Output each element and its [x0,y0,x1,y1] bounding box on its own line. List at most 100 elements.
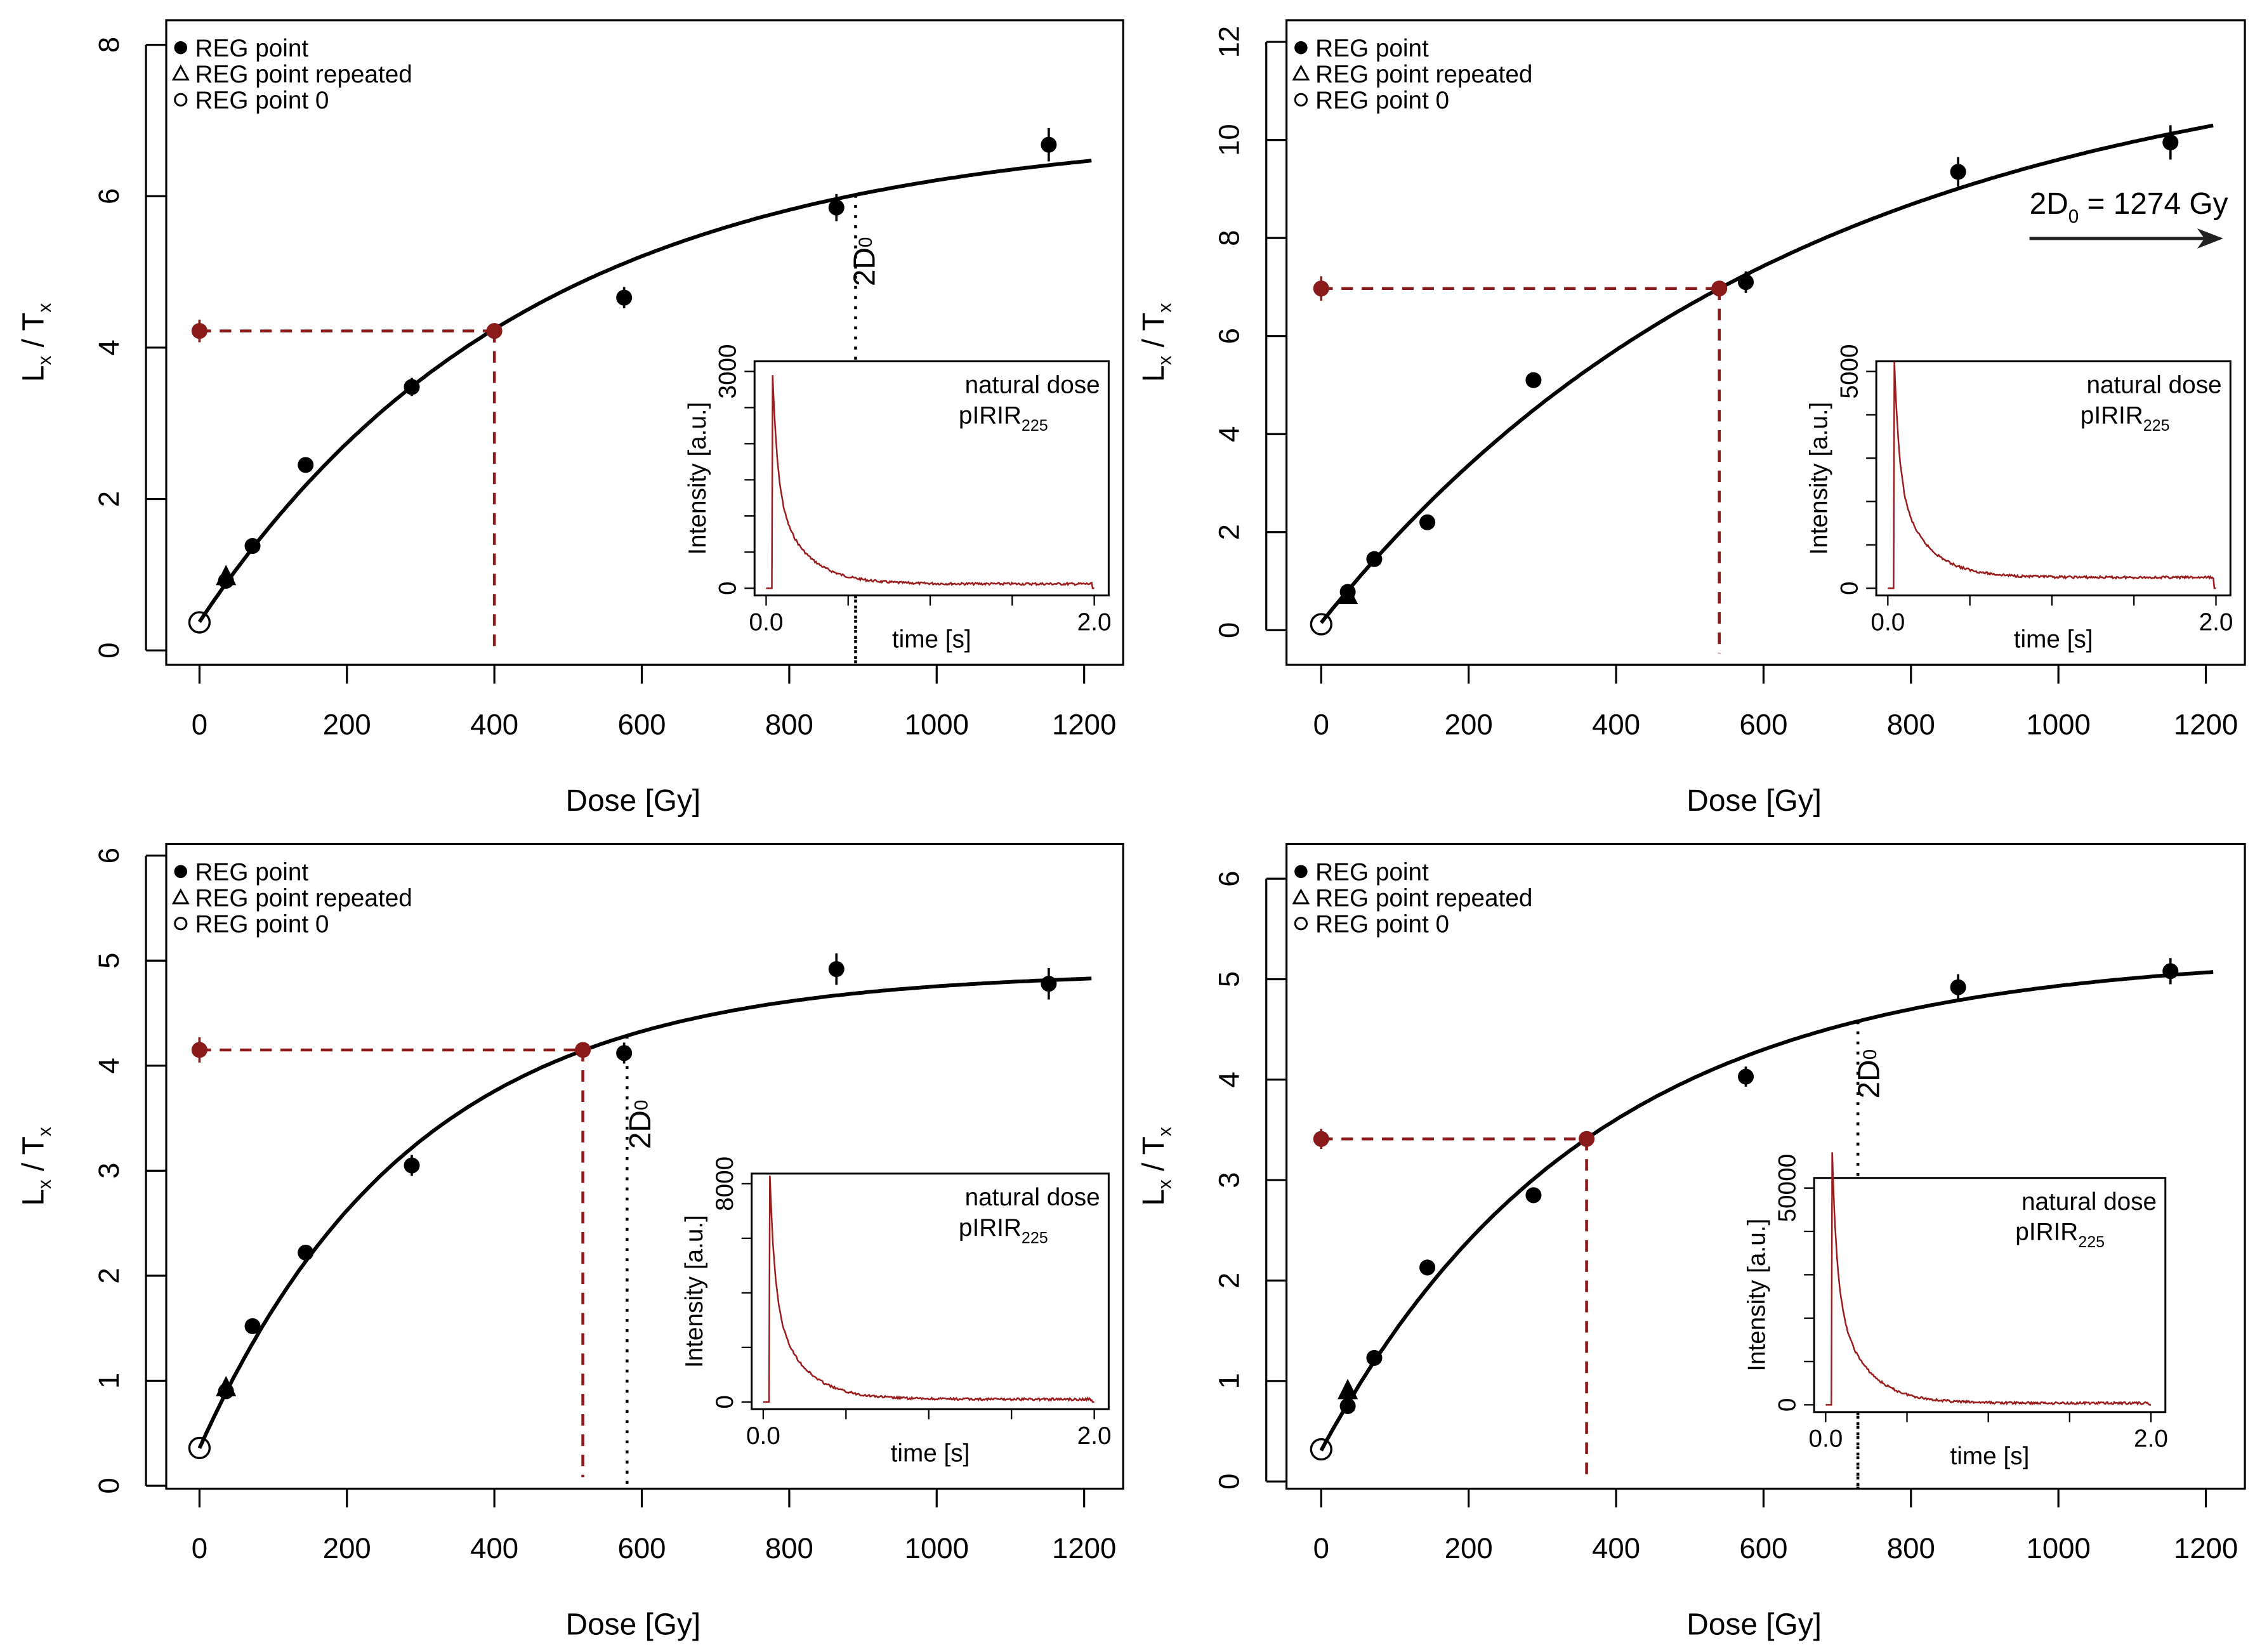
decay-curve [1825,1152,2151,1406]
x-tick-label: 1000 [2027,708,2091,740]
y-label-sub: x [34,1127,55,1136]
y-tick-label: 6 [1213,328,1245,344]
inset-x-tick-label: 0.0 [1870,608,1905,636]
y-axis-label: Lx / Tx [1137,303,1175,383]
x-tick-label: 1000 [2027,1532,2091,1564]
inset-x-tick-label: 0.0 [746,1422,780,1450]
two-d0-label-main: 2D [1853,1059,1886,1098]
x-axis-label: Dose [Gy] [566,784,701,818]
inset-x-tick-label: 2.0 [2199,608,2233,636]
two-d0-label-sub: 0 [1860,1049,1881,1059]
y-tick-label: 0 [1213,622,1245,638]
pirir-sub: 225 [2143,417,2170,435]
x-axis-label: Dose [Gy] [1686,784,1822,818]
inset-label-pirir: pIRIR225 [959,402,1048,435]
y-tick-label: 4 [1213,1072,1245,1087]
two-d0-label: 2D0 = 1274 Gy [2030,187,2228,227]
x-tick-label: 600 [618,1532,666,1564]
x-tick-label: 600 [1739,1532,1787,1564]
x-tick-label: 200 [323,708,371,740]
y-tick-label: 12 [1213,26,1245,58]
legend-label: REG point 0 [195,87,329,114]
y-tick-label: 0 [93,643,125,659]
legend-label: REG point repeated [1315,61,1532,88]
x-axis-label: Dose [Gy] [1686,1608,1822,1642]
reg-point [2162,963,2179,980]
pirir-main: pIRIR [959,1214,1022,1242]
y-tick-label: 8 [1213,230,1245,246]
y-label-part: L [16,1189,50,1206]
inset-frame [753,360,1110,597]
reg-point [1041,136,1057,153]
decay-curve [1888,361,2216,589]
reg-point [1950,979,1966,995]
de-point [575,1042,591,1058]
y-tick-label: 10 [1213,124,1245,156]
x-tick-label: 1000 [905,708,969,740]
two-d0-label-sub: 0 [855,237,876,247]
legend-label: REG point [195,35,309,62]
legend-label: REG point repeated [195,61,412,88]
inset-y-tick-label: 8000 [711,1157,739,1211]
y-label-sub: x [34,356,55,365]
panel-1: 0 200 400 600 800 1000 1200 Dose [Gy] 0 2 4 6 8 Lx / … [16,19,1124,818]
inset-y-label: Intensity [a.u.] [1744,1219,1771,1372]
y-tick-label: 2 [1213,1273,1245,1288]
inset-y-tick-label: 3000 [714,344,742,398]
fit-curve [1319,123,2214,624]
legend-label: REG point [1315,858,1429,886]
inset-label-natural-dose: natural dose [965,372,1100,399]
y-label-part: L [1137,1189,1171,1206]
inset-y-tick-label: 0 [1774,1398,1801,1412]
reg-point [1525,1187,1542,1203]
inset-y-tick-label: 0 [711,1395,739,1409]
inset-x-tick-label: 2.0 [2134,1425,2168,1452]
y-tick-label: 4 [1213,426,1245,442]
pirir-main: pIRIR [2015,1219,2078,1246]
inset-label-pirir: pIRIR225 [2081,402,2170,435]
y-label-part: / T [16,313,50,356]
inset-x-label: time [s] [1950,1443,2030,1470]
reg-point [244,538,261,554]
legend-triangle-icon [1292,64,1310,81]
reg-point [404,1157,420,1174]
reg-point [828,199,845,216]
x-tick-label: 1200 [2174,708,2238,740]
y-label-part: / T [1137,313,1171,356]
two-d0-label-main: 2D [2030,187,2068,221]
inset-label-natural-dose: natural dose [965,1184,1100,1211]
inset-y-tick-label: 50000 [1774,1154,1801,1223]
reg-point [298,457,314,473]
reg-point [616,1045,633,1061]
two-d0-label: 2D0 [1853,1049,1886,1099]
x-tick-label: 400 [1592,1532,1640,1564]
decay-curve [763,1176,1095,1403]
inset-y-tick-label: 5000 [1836,344,1863,398]
x-tick-label: 600 [1739,708,1787,740]
two-d0-label-rest: = 1274 Gy [2079,187,2228,221]
reg-point-repeated [1338,583,1358,605]
reg-point-zero [188,1436,211,1460]
reg-point [1419,514,1436,530]
reg-point-zero [1310,613,1332,636]
legend-label: REG point [1315,35,1429,62]
two-d0-label: 2D0 [624,1100,657,1150]
x-tick-label: 0 [1313,708,1329,740]
inset-y-tick-label: 0 [1836,581,1863,595]
reg-point [1339,1398,1356,1414]
panel-3: 0 200 400 600 800 1000 1200 Dose [Gy] 0 1 2 3 4 5 6 Lx … [16,842,1124,1642]
y-tick-label: 5 [1213,971,1245,987]
x-tick-label: 1200 [1052,1532,1116,1564]
inset-x-tick-label: 0.0 [1808,1425,1843,1452]
y-label-sub: x [1154,1127,1175,1136]
legend-triangle-icon [171,888,190,905]
two-d0-label-sub: 0 [631,1100,652,1110]
inset-label-pirir: pIRIR225 [959,1214,1048,1247]
y-tick-label: 6 [93,848,125,863]
y-tick-label: 2 [93,1268,125,1283]
x-tick-label: 800 [1887,708,1935,740]
reg-point-zero [1310,1438,1332,1461]
pirir-main: pIRIR [959,402,1022,429]
